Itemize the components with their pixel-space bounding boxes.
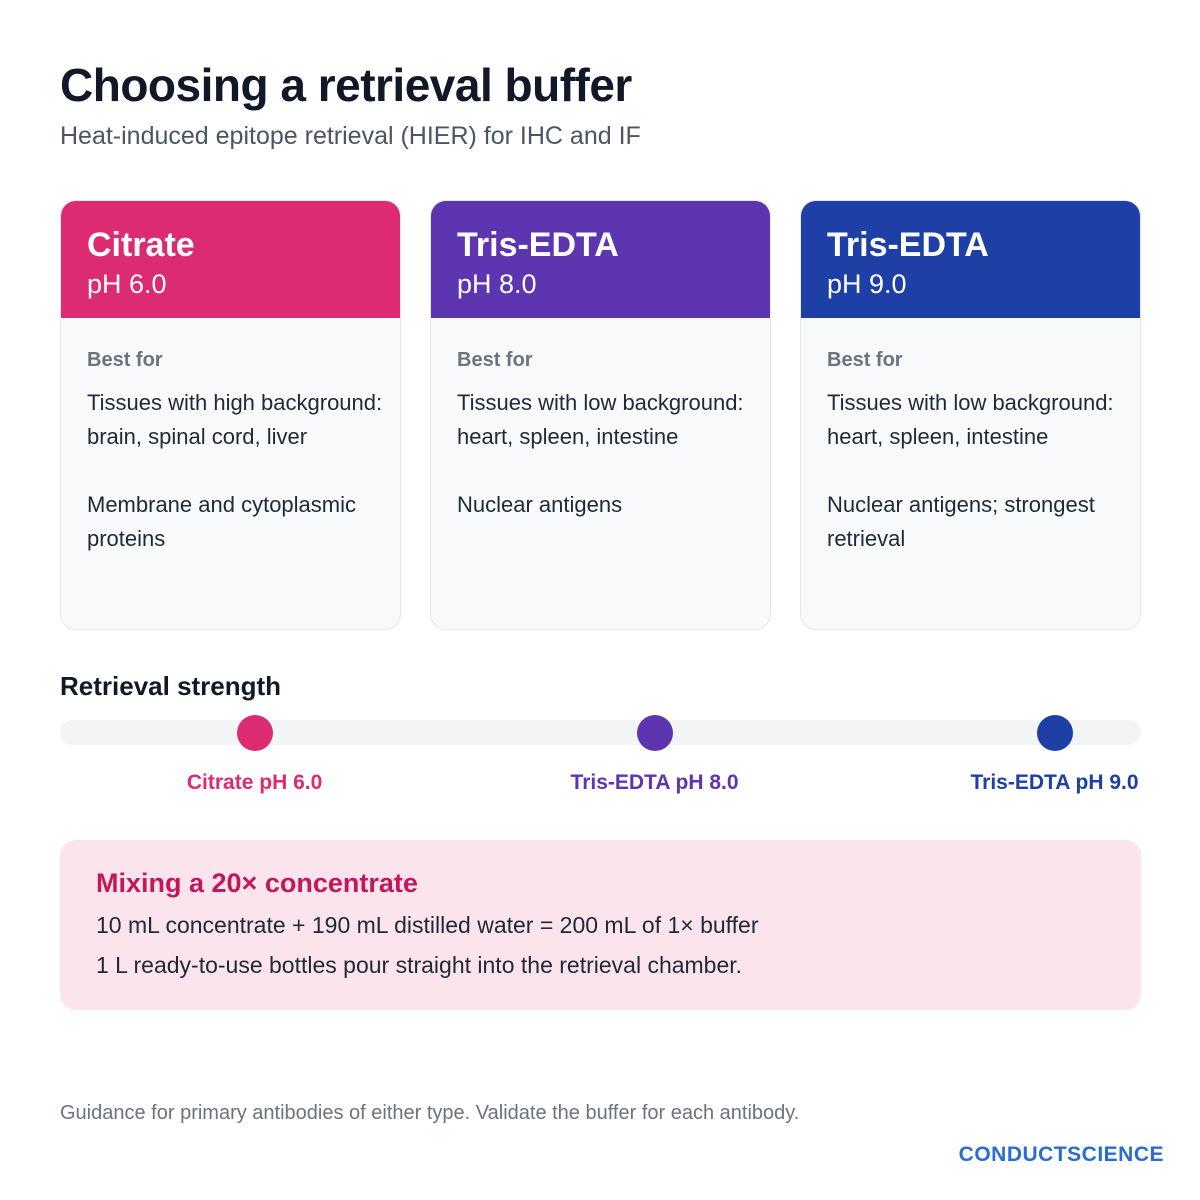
- page-subtitle: Heat-induced epitope retrieval (HIER) fo…: [60, 122, 641, 150]
- best-for-label: Best for: [827, 349, 903, 371]
- card-body: Best for Tissues with low background: he…: [801, 318, 1140, 556]
- strength-marker-citrate: [236, 715, 273, 751]
- page-title: Choosing a retrieval buffer: [60, 59, 632, 111]
- mixing-line-1: 10 mL concentrate + 190 mL distilled wat…: [96, 912, 759, 938]
- strength-marker-tris-edta-9: [1036, 715, 1073, 751]
- strength-label-citrate: Citrate pH 6.0: [186, 771, 323, 794]
- buffer-ph: pH 8.0: [457, 269, 537, 299]
- strength-label-tris-edta-8: Tris-EDTA pH 8.0: [570, 771, 739, 794]
- card-body: Best for Tissues with high background: b…: [61, 318, 400, 556]
- buffer-name: Citrate: [87, 226, 195, 264]
- best-for-label: Best for: [87, 349, 163, 371]
- card-header: Tris-EDTA pH 8.0: [431, 201, 770, 318]
- best-for-label: Best for: [457, 349, 533, 371]
- card-body: Best for Tissues with low background: he…: [431, 318, 770, 522]
- buffer-card-citrate: Citrate pH 6.0 Best for Tissues with hig…: [60, 200, 401, 630]
- card-header: Citrate pH 6.0: [61, 201, 400, 318]
- brand-logo: CONDUCTSCIENCE: [958, 1143, 1164, 1166]
- mixing-callout: Mixing a 20× concentrate 10 mL concentra…: [60, 840, 1141, 1010]
- buffer-card-tris-edta-8: Tris-EDTA pH 8.0 Best for Tissues with l…: [430, 200, 771, 630]
- best-for-text: Tissues with low background: heart, sple…: [457, 390, 744, 517]
- mixing-line-2: 1 L ready-to-use bottles pour straight i…: [96, 952, 743, 978]
- best-for-text: Tissues with low background: heart, sple…: [827, 390, 1114, 551]
- footnote: Guidance for primary antibodies of eithe…: [60, 1102, 800, 1124]
- strength-marker-tris-edta-8: [636, 715, 673, 751]
- buffer-ph: pH 9.0: [827, 269, 907, 299]
- card-header: Tris-EDTA pH 9.0: [801, 201, 1140, 318]
- buffer-name: Tris-EDTA: [827, 226, 989, 264]
- mixing-title: Mixing a 20× concentrate: [96, 868, 418, 898]
- best-for-text: Tissues with high background: brain, spi…: [87, 390, 383, 551]
- retrieval-strength-title: Retrieval strength: [60, 671, 282, 701]
- buffer-name: Tris-EDTA: [457, 226, 619, 264]
- strength-label-tris-edta-9: Tris-EDTA pH 9.0: [970, 771, 1139, 794]
- buffer-ph: pH 6.0: [87, 269, 167, 299]
- strength-track: [60, 720, 1141, 745]
- buffer-card-tris-edta-9: Tris-EDTA pH 9.0 Best for Tissues with l…: [800, 200, 1141, 630]
